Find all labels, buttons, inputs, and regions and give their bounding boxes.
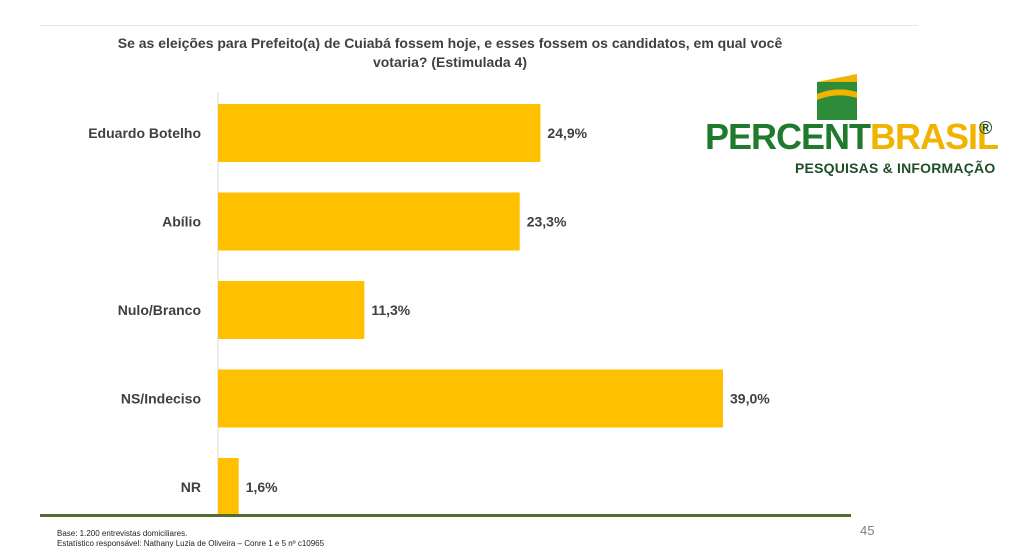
logo-brasil-text: BRASIL (870, 116, 999, 157)
bar-1 (218, 192, 520, 251)
category-label-0: Eduardo Botelho (88, 125, 201, 141)
bar-2 (218, 281, 365, 339)
footnote-statistician: Estatístico responsável: Nathany Luzia d… (57, 539, 325, 548)
logo-percent-text: PERCENT (705, 116, 871, 157)
percentbrasil-logo: PERCENTBRASIL ® PESQUISAS & INFORMAÇÃO (705, 74, 1005, 184)
registered-mark: ® (979, 118, 993, 138)
logo-flag-icon (817, 74, 857, 120)
category-label-3: NS/Indeciso (121, 391, 201, 407)
footnote: Base: 1.200 entrevistas domiciliares. Es… (57, 529, 324, 549)
category-label-4: NR (181, 479, 201, 495)
top-divider (40, 25, 918, 26)
logo-tagline: PESQUISAS & INFORMAÇÃO (795, 160, 996, 176)
logo-wordmark: PERCENTBRASIL (705, 116, 999, 158)
value-label-1: 23,3% (527, 214, 567, 230)
category-label-2: Nulo/Branco (118, 302, 201, 318)
bar-3 (218, 369, 723, 428)
value-label-3: 39,0% (730, 391, 770, 407)
chart-title-line1: Se as eleições para Prefeito(a) de Cuiab… (117, 35, 783, 51)
bar-4 (218, 458, 239, 516)
chart-title-line2: votaria? (Estimulada 4) (372, 54, 528, 70)
footer-rule (40, 514, 851, 517)
value-label-0: 24,9% (547, 125, 587, 141)
category-label-1: Abílio (162, 214, 201, 230)
bar-0 (218, 104, 541, 162)
footnote-base: Base: 1.200 entrevistas domiciliares. (57, 529, 188, 538)
page-number: 45 (860, 523, 875, 538)
value-label-2: 11,3% (371, 302, 410, 318)
value-label-4: 1,6% (246, 479, 278, 495)
chart-title: Se as eleições para Prefeito(a) de Cuiab… (100, 34, 800, 72)
